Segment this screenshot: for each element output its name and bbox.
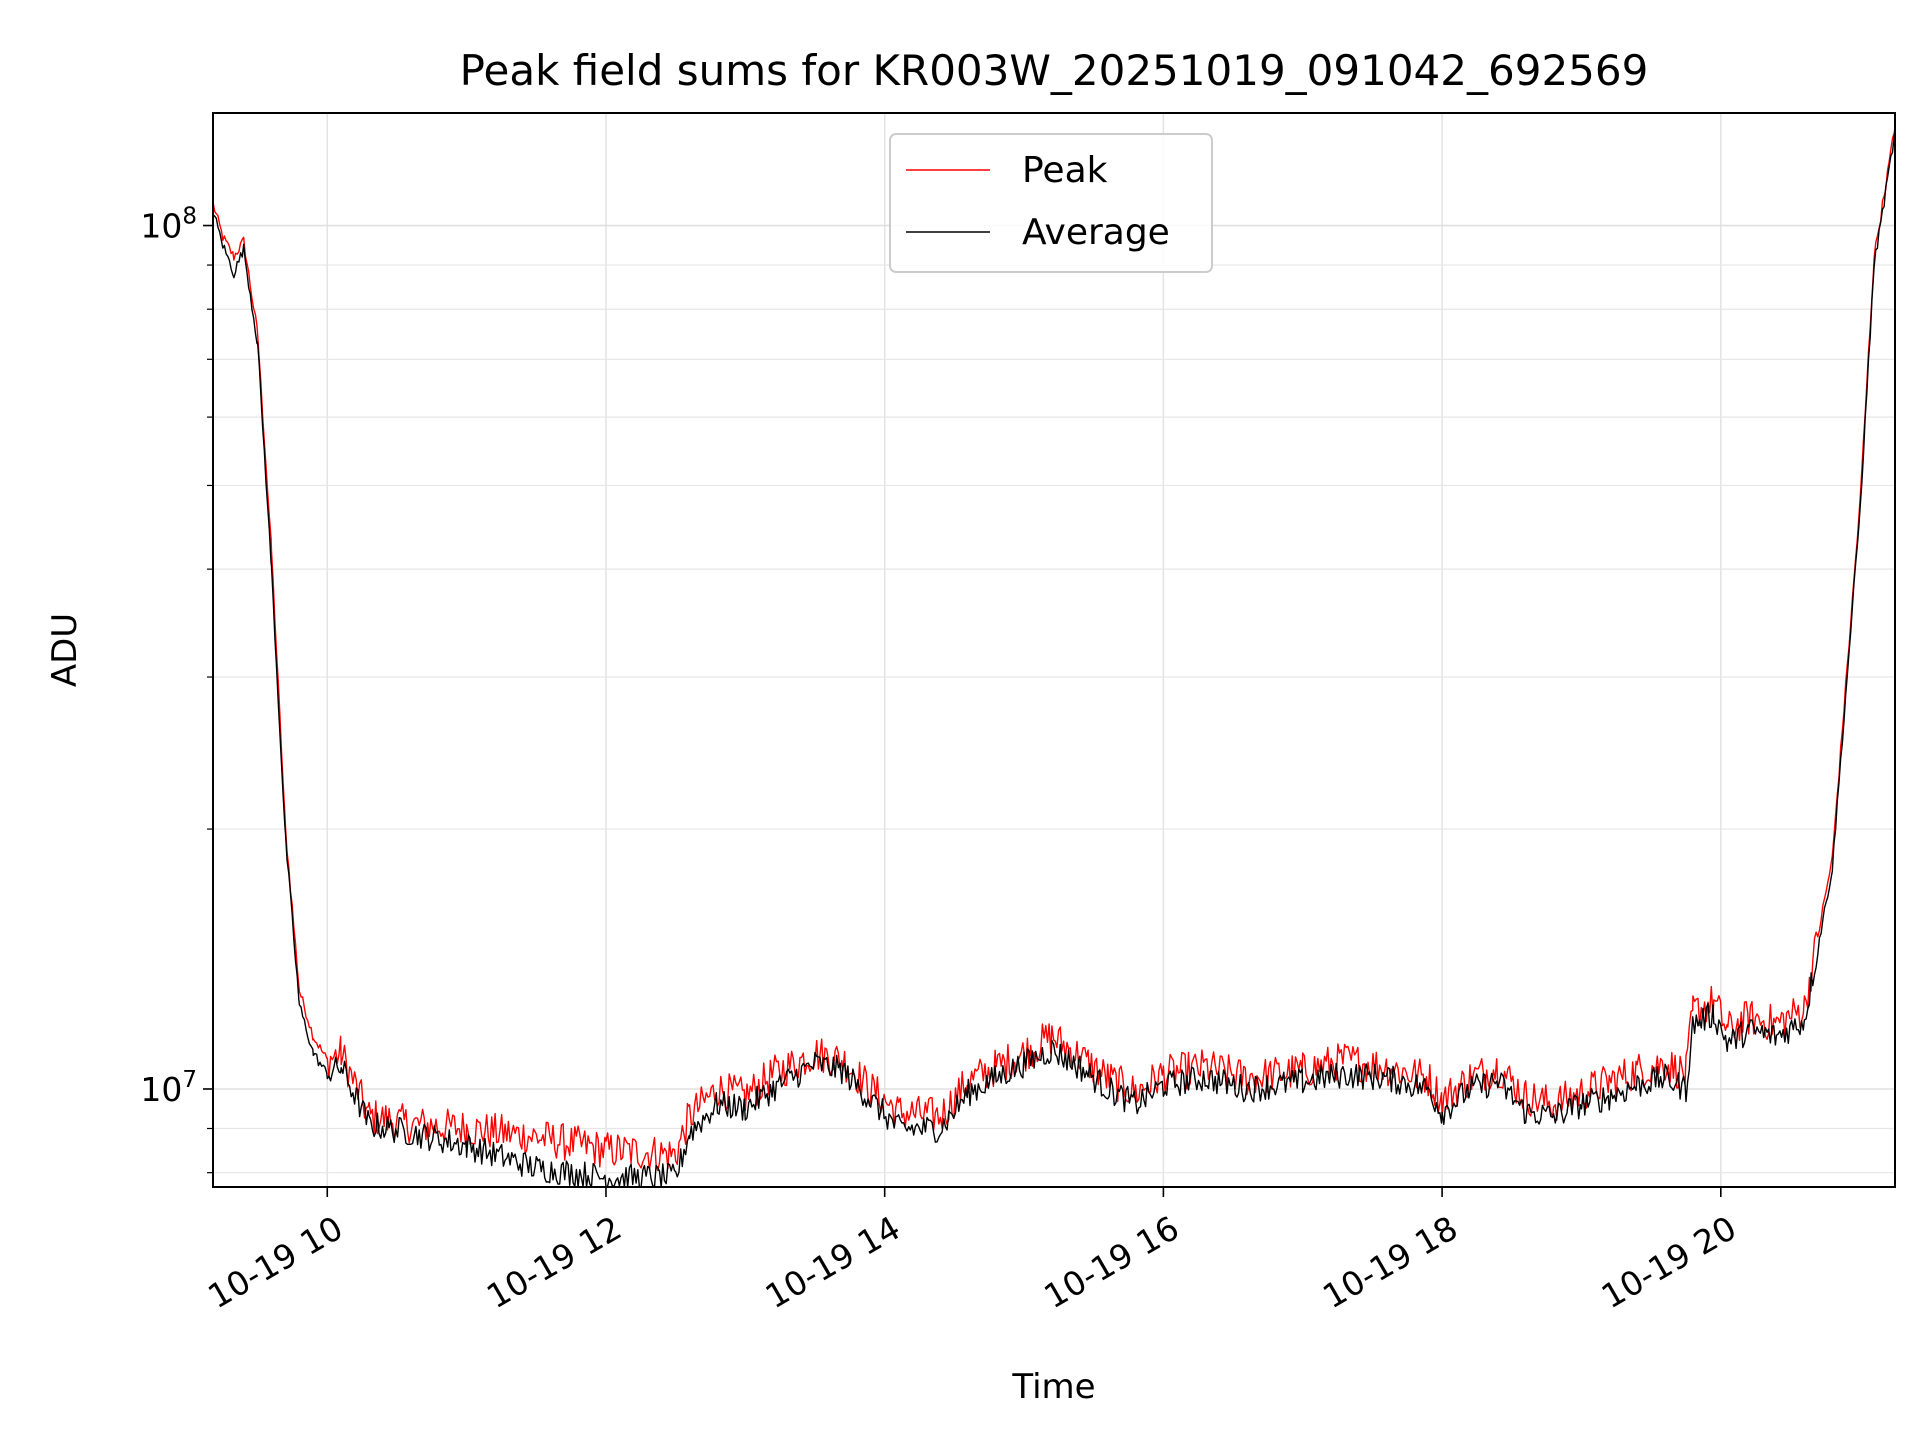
plot-frame (212, 112, 1896, 1188)
y-tick-label: 108 (140, 204, 197, 246)
series-line-peak (212, 127, 1896, 1172)
legend-label-peak: Peak (1022, 150, 1108, 191)
legend-box (889, 133, 1213, 273)
legend-label-average: Average (1022, 212, 1170, 253)
y-tick-label: 107 (140, 1067, 197, 1109)
y-axis-label: ADU (45, 613, 85, 687)
series-line-average (212, 132, 1896, 1188)
series-layer (212, 127, 1896, 1188)
x-axis-label: Time (1011, 1367, 1095, 1407)
chart-title: Peak field sums for KR003W_20251019_0910… (460, 46, 1649, 95)
legend: Peak Average (889, 133, 1213, 273)
